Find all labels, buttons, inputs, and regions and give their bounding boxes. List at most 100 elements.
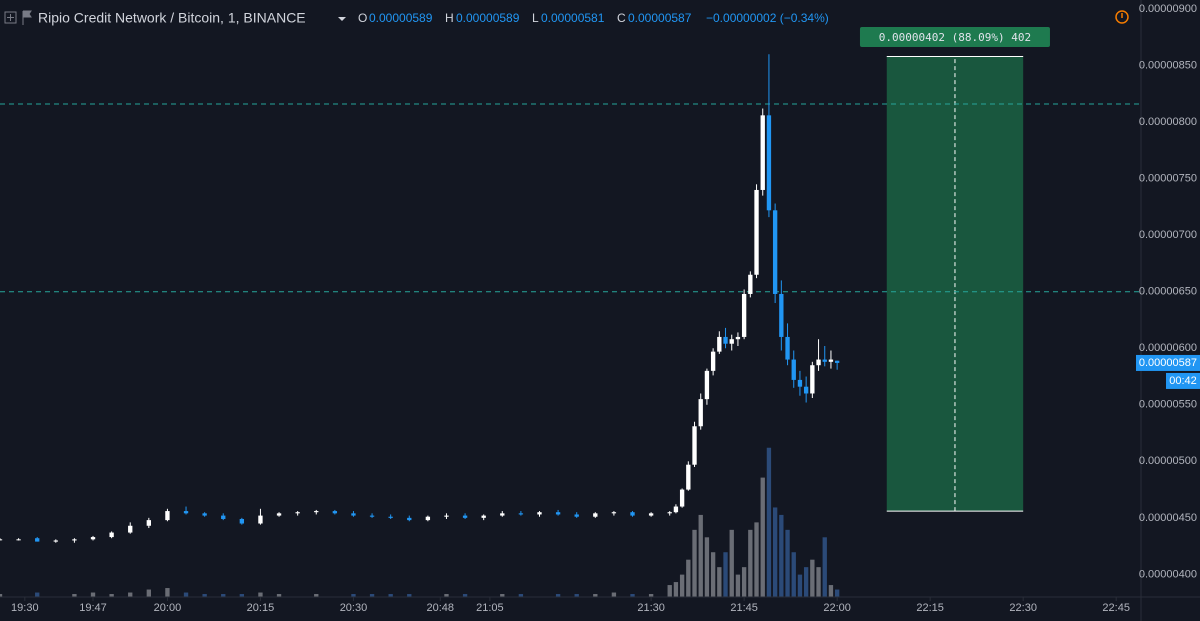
volume-bar xyxy=(810,559,815,597)
volume-bar xyxy=(407,594,412,597)
volume-bar xyxy=(258,592,263,597)
candle-body xyxy=(686,464,691,490)
candle-body xyxy=(673,506,679,513)
last-price-box xyxy=(1136,354,1200,371)
ohlc-value: 0.00000587 xyxy=(628,11,692,25)
volume-bar xyxy=(462,594,468,597)
volume-bar xyxy=(735,574,741,597)
x-tick-label: 22:15 xyxy=(916,602,944,614)
y-tick-label: 0.00000850 xyxy=(1139,59,1197,71)
candle-body xyxy=(258,515,263,524)
candle-body xyxy=(537,512,542,515)
volume-bar xyxy=(729,529,734,597)
candle-body xyxy=(593,513,598,517)
y-tick-label: 0.00000600 xyxy=(1139,342,1197,354)
candle-body xyxy=(369,515,375,517)
volume-bar xyxy=(109,594,114,597)
volume-bar xyxy=(574,594,579,597)
candle-body xyxy=(679,489,685,507)
candle-body xyxy=(834,360,840,363)
volume-bar xyxy=(679,574,685,597)
volume-bar xyxy=(692,529,697,597)
volume-bar xyxy=(444,594,449,597)
candle-body xyxy=(128,525,133,533)
candle-body xyxy=(221,515,226,519)
candle-body xyxy=(723,336,728,344)
candle-body xyxy=(779,293,784,337)
flag-icon xyxy=(22,10,32,25)
candle-body xyxy=(766,115,772,211)
y-tick-label: 0.00000800 xyxy=(1139,116,1197,128)
x-tick-label: 20:48 xyxy=(427,602,455,614)
volume-bar xyxy=(128,592,133,597)
volume-bar xyxy=(717,567,722,597)
x-tick-label: 21:45 xyxy=(730,602,758,614)
candle-body xyxy=(0,539,3,541)
symbol[interactable]: Ripio Credit Network / Bitcoin, 1, BINAN… xyxy=(38,10,306,26)
candle-body xyxy=(648,513,654,516)
volume-bar xyxy=(35,592,40,597)
candle-body xyxy=(276,513,282,516)
volume-bar xyxy=(593,594,598,597)
volume-bar xyxy=(369,594,375,597)
measure-label-box xyxy=(859,27,1050,47)
x-tick-label: 22:45 xyxy=(1102,602,1130,614)
dropdown-icon[interactable] xyxy=(338,17,346,21)
volume-bar xyxy=(518,594,524,597)
volume-bar xyxy=(146,589,151,597)
candle-body xyxy=(165,511,170,521)
candle-body xyxy=(425,516,431,521)
candle-body xyxy=(816,359,821,366)
volume-bar xyxy=(500,594,505,597)
volume-bar xyxy=(779,514,784,597)
volume-bar xyxy=(760,477,765,597)
y-tick-label: 0.00000750 xyxy=(1139,173,1197,185)
candle-body xyxy=(202,513,207,516)
x-tick-label: 20:00 xyxy=(154,602,182,614)
x-tick-label: 21:05 xyxy=(476,602,504,614)
candle-body xyxy=(791,359,796,380)
volume-bar xyxy=(351,594,356,597)
y-tick-label: 0.00000550 xyxy=(1139,399,1197,411)
volume-bar xyxy=(741,567,747,597)
x-tick-label: 20:15 xyxy=(247,602,275,614)
volume-bar xyxy=(611,592,617,597)
countdown: 00:42 xyxy=(1169,375,1197,387)
volume-bar xyxy=(221,594,226,597)
candle-body xyxy=(35,538,40,542)
ohlc-label: C xyxy=(617,11,626,25)
volume-bar xyxy=(797,574,803,597)
plot: 0.00000402 (88.09%) 402 xyxy=(0,27,1141,597)
expand-icon[interactable] xyxy=(4,11,17,24)
volume-bar xyxy=(202,594,207,597)
candle-body xyxy=(803,386,809,394)
candle-body xyxy=(822,359,827,362)
candle-body xyxy=(667,512,672,514)
y-tick-label: 0.00000650 xyxy=(1139,286,1197,298)
ohlc-value: 0.00000589 xyxy=(369,11,433,25)
candle-body xyxy=(146,520,151,526)
y-tick-label: 0.00000500 xyxy=(1139,455,1197,467)
candle-body xyxy=(53,540,58,542)
candle-body xyxy=(797,379,803,387)
candle-body xyxy=(183,511,189,514)
volume-bar xyxy=(816,567,821,597)
ohlc-value: 0.00000589 xyxy=(456,11,520,25)
x-tick-label: 22:00 xyxy=(823,602,851,614)
volume-bar xyxy=(710,552,716,597)
candle-body xyxy=(109,532,114,538)
countdown-box xyxy=(1166,372,1200,389)
candle-body xyxy=(741,293,747,337)
volume-bar xyxy=(314,594,319,597)
volume-bar xyxy=(555,594,561,597)
volume-bar xyxy=(704,537,710,597)
candle-body xyxy=(72,539,77,541)
alert-icon[interactable] xyxy=(1115,10,1129,24)
volume-bar xyxy=(754,522,759,597)
volume-bar xyxy=(667,585,672,597)
candle-body xyxy=(481,515,486,518)
candle-body xyxy=(407,517,412,521)
candle-body xyxy=(630,512,635,516)
candle-body xyxy=(314,511,319,513)
